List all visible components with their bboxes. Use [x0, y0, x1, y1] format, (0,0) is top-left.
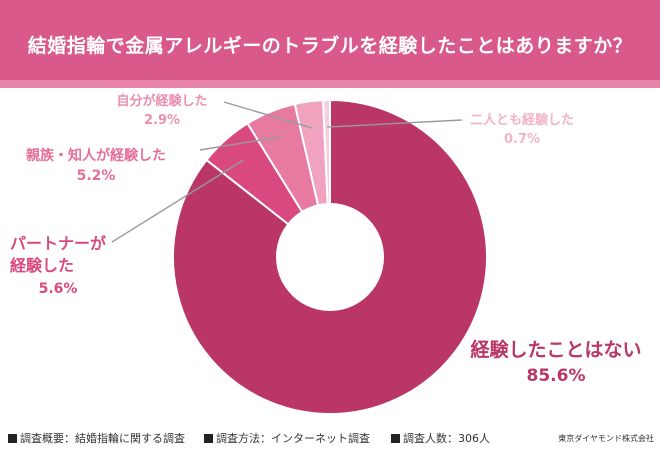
footer-text-count: 調査人数：306人: [403, 432, 490, 445]
bullet-square-icon: [204, 433, 213, 443]
leader-lines: [111, 101, 463, 243]
value-both: 0.7%: [504, 132, 540, 147]
leader-line-partner: [111, 159, 244, 243]
bullet-square-icon: [391, 433, 400, 443]
value-self: 2.9%: [144, 113, 180, 128]
company-credit: 東京ダイヤモンド株式会社: [558, 434, 654, 443]
label-both: 二人とも経験した: [470, 112, 574, 128]
footer-survey-overview: 調査概要：結婚指輪に関する調査: [8, 430, 185, 446]
bullet-square-icon: [8, 433, 17, 443]
footer: 調査概要：結婚指輪に関する調査 調査方法：インターネット調査 調査人数：306人: [8, 430, 658, 448]
leader-line-relatives: [199, 136, 281, 151]
value-never-experienced: 85.6%: [527, 366, 586, 386]
value-relatives: 5.2%: [77, 168, 116, 184]
footer-survey-method: 調査方法：インターネット調査: [204, 430, 370, 446]
footer-survey-count: 調査人数：306人: [391, 430, 490, 446]
label-partner-line2: 経験した: [10, 256, 74, 275]
leader-line-self: [223, 101, 313, 129]
label-never-experienced: 経験したことはない: [470, 338, 641, 361]
footer-text-method: 調査方法：インターネット調査: [216, 432, 370, 445]
header-band: [0, 80, 660, 88]
label-partner-line1: パートナーが: [10, 234, 106, 253]
slice-never: [172, 98, 488, 415]
chart-title: 結婚指輪で金属アレルギーのトラブルを経験したことはありますか？: [27, 34, 633, 57]
footer-text-overview: 調査概要：結婚指輪に関する調査: [20, 432, 185, 445]
header-bar: [0, 0, 660, 88]
label-self: 自分が経験した: [116, 93, 207, 109]
label-relatives: 親族・知人が経験した: [26, 147, 166, 164]
slice-both: [322, 98, 331, 206]
leader-line-both: [327, 119, 463, 128]
donut-slices: [172, 98, 488, 415]
value-partner: 5.6%: [39, 281, 78, 297]
